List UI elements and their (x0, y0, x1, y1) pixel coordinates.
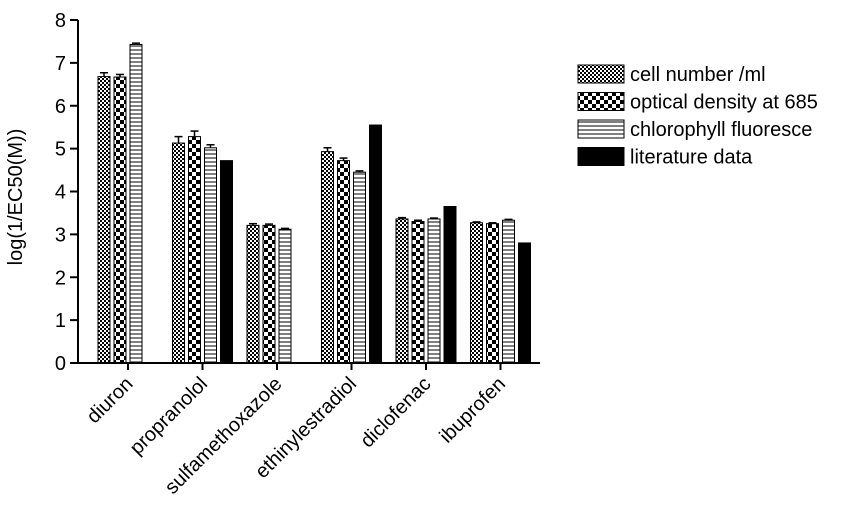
bar (97, 76, 111, 364)
bar (518, 242, 531, 364)
bar (246, 224, 260, 364)
bar (204, 147, 217, 364)
y-tick-label: 2 (55, 267, 66, 289)
bar (262, 224, 276, 364)
bar (321, 151, 334, 364)
bar (188, 136, 201, 364)
bar (129, 43, 143, 364)
legend-label: literature data (630, 147, 753, 169)
y-tick-label: 4 (55, 182, 66, 204)
bar (337, 160, 350, 364)
bar (220, 160, 233, 364)
bar (411, 221, 425, 364)
y-tick-label: 6 (55, 96, 66, 118)
x-tick-label: ibuprofen (436, 373, 511, 448)
y-tick-label: 7 (55, 53, 66, 75)
y-tick-label: 8 (55, 10, 66, 32)
x-tick-label: diuron (83, 373, 138, 428)
y-tick-label: 5 (55, 139, 66, 161)
legend-label: optical density at 685 (630, 92, 818, 114)
y-axis-label: log(1/EC50(M)) (5, 129, 27, 266)
bar (172, 142, 185, 364)
legend-swatch (577, 119, 625, 139)
legend-label: chlorophyll fluoresce (630, 119, 812, 141)
y-tick-label: 1 (55, 310, 66, 332)
bar (113, 76, 127, 364)
x-tick-label: diclofenac (356, 373, 435, 452)
bar (443, 206, 457, 364)
legend-label: cell number /ml (630, 64, 766, 86)
bar (502, 219, 515, 364)
bar (395, 218, 409, 364)
legend-swatch (577, 147, 625, 166)
legend-swatch (577, 64, 625, 84)
y-tick-label: 0 (55, 353, 66, 375)
bar (427, 218, 441, 364)
bar (278, 228, 292, 364)
bar (353, 171, 366, 364)
bar (486, 223, 499, 364)
legend-swatch (577, 92, 625, 111)
bar (369, 124, 382, 364)
bar (470, 222, 483, 364)
y-tick-label: 3 (55, 224, 66, 246)
